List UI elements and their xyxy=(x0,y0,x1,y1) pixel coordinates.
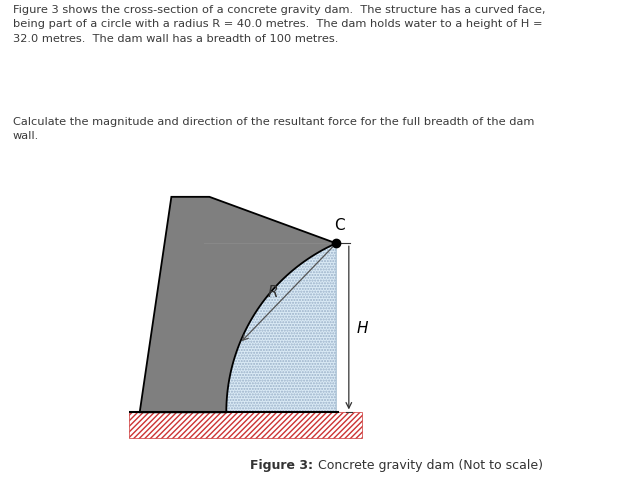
Text: H: H xyxy=(356,321,367,336)
Polygon shape xyxy=(226,244,336,412)
Text: R: R xyxy=(268,284,278,299)
Polygon shape xyxy=(140,198,336,412)
Text: Concrete gravity dam (Not to scale): Concrete gravity dam (Not to scale) xyxy=(314,458,542,471)
Text: Figure 3 shows the cross-section of a concrete gravity dam.  The structure has a: Figure 3 shows the cross-section of a co… xyxy=(13,5,545,43)
Bar xyxy=(129,412,362,438)
Text: C: C xyxy=(334,217,345,232)
Text: Figure 3:: Figure 3: xyxy=(251,458,314,471)
Bar xyxy=(129,412,362,438)
Text: Calculate the magnitude and direction of the resultant force for the full breadt: Calculate the magnitude and direction of… xyxy=(13,117,534,141)
